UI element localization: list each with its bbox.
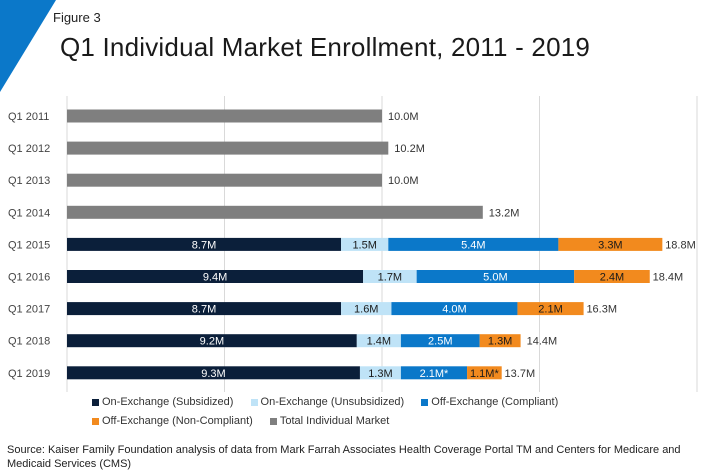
bar-segment <box>391 302 518 316</box>
bar-segment <box>67 302 342 316</box>
bar-segment <box>67 205 483 219</box>
bar-segment <box>67 141 389 155</box>
bar-segment <box>574 270 650 283</box>
bar-segment <box>356 334 401 348</box>
y-tick-label: Q1 2012 <box>8 143 50 155</box>
legend-label: On-Exchange (Subsidized) <box>102 396 234 408</box>
legend-item-on-exchange-unsubsidized: On-Exchange (Unsubsidized) <box>250 393 405 412</box>
legend-item-on-exchange-subsidized: On-Exchange (Subsidized) <box>92 393 233 412</box>
bar-segment <box>67 237 342 251</box>
legend-item-off-exchange-noncompliant: Off-Exchange (Non-Compliant) <box>92 412 253 431</box>
bar-segment <box>341 302 392 316</box>
data-label: 1.1M* <box>470 368 499 380</box>
chart-legend: On-Exchange (Subsidized) On-Exchange (Un… <box>92 393 652 431</box>
bar-segment <box>67 334 357 348</box>
bar-segment <box>558 237 663 251</box>
y-tick-label: Q1 2011 <box>8 111 49 123</box>
legend-label: On-Exchange (Unsubsidized) <box>260 396 405 408</box>
total-label: 13.2M <box>489 207 520 219</box>
data-label: 9.4M <box>203 272 227 284</box>
data-label: 1.3M <box>488 336 512 348</box>
total-label: 13.7M <box>505 368 536 380</box>
bar-segment <box>363 270 417 283</box>
y-tick-label: Q1 2016 <box>8 272 50 284</box>
y-tick-label: Q1 2015 <box>8 239 50 251</box>
data-label: 8.7M <box>192 304 216 316</box>
legend-swatch <box>92 418 99 425</box>
y-tick-label: Q1 2019 <box>8 368 50 380</box>
legend-swatch <box>269 418 277 425</box>
data-label: 3.3M <box>598 239 622 251</box>
corner-accent-triangle <box>0 0 56 92</box>
bar-segment <box>67 109 382 123</box>
data-label: 1.6M <box>354 304 378 316</box>
data-label: 2.5M <box>428 336 452 348</box>
bar-segment <box>416 270 575 283</box>
data-label: 8.7M <box>192 239 216 251</box>
legend-item-total-individual-market: Total Individual Market <box>269 412 390 431</box>
total-label: 18.4M <box>653 272 684 284</box>
y-tick-label: Q1 2017 <box>8 304 50 316</box>
bar-segment <box>400 334 480 348</box>
data-label: 9.2M <box>200 336 224 348</box>
chart-title: Q1 Individual Market Enrollment, 2011 - … <box>60 32 591 62</box>
bar-segment <box>388 237 559 251</box>
legend-label: Off-Exchange (Non-Compliant) <box>102 415 253 427</box>
data-label: 4.0M <box>442 304 466 316</box>
y-tick-label: Q1 2018 <box>8 336 50 348</box>
bar-segment <box>479 334 521 348</box>
total-label: 18.8M <box>665 239 696 251</box>
data-label: 1.7M <box>378 272 402 284</box>
bar-segment <box>341 237 389 251</box>
source-note: Source: Kaiser Family Foundation analysi… <box>7 444 681 470</box>
y-tick-label: Q1 2014 <box>8 207 50 219</box>
y-tick-label: Q1 2013 <box>8 175 50 187</box>
data-label: 1.4M <box>367 336 391 348</box>
bar-segment <box>359 366 401 380</box>
data-label: 2.4M <box>600 272 624 284</box>
data-label: 2.1M* <box>420 368 449 380</box>
figure-label: Figure 3 <box>53 10 101 25</box>
total-label: 10.2M <box>394 143 425 155</box>
data-label: 5.0M <box>483 272 507 284</box>
legend-swatch <box>92 399 99 406</box>
data-label: 9.3M <box>201 368 225 380</box>
legend-item-off-exchange-compliant: Off-Exchange (Compliant) <box>421 393 558 412</box>
legend-label: Off-Exchange (Compliant) <box>431 396 559 408</box>
legend-swatch <box>421 399 429 406</box>
legend-swatch <box>250 399 258 406</box>
data-label: 2.1M <box>538 304 562 316</box>
total-label: 14.4M <box>527 336 558 348</box>
data-label: 1.3M <box>368 368 392 380</box>
legend-label: Total Individual Market <box>279 415 390 427</box>
bar-segment <box>67 173 382 187</box>
data-label: 5.4M <box>461 239 485 251</box>
bar-segment <box>400 366 468 380</box>
data-label: 1.5M <box>352 239 376 251</box>
total-label: 16.3M <box>586 304 617 316</box>
bar-segment <box>517 302 584 316</box>
total-label: 10.0M <box>388 175 419 187</box>
total-label: 10.0M <box>388 111 419 123</box>
bar-segment <box>467 366 502 380</box>
bar-segment <box>67 366 360 380</box>
bar-segment <box>67 270 364 283</box>
